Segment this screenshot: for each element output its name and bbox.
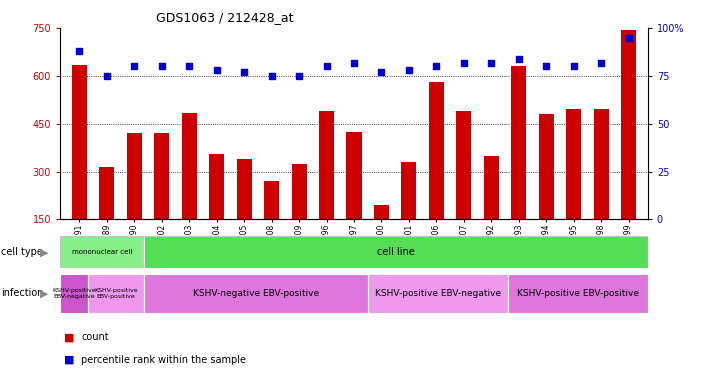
- Bar: [319, 111, 334, 267]
- Bar: [346, 132, 362, 267]
- Text: KSHV-positive
EBV-positive: KSHV-positive EBV-positive: [94, 288, 138, 299]
- Point: [183, 63, 195, 69]
- Bar: [368, 274, 508, 313]
- Bar: [264, 181, 279, 267]
- Point: [211, 67, 222, 73]
- Point: [458, 60, 469, 66]
- Text: ■: ■: [64, 355, 74, 365]
- Text: cell type: cell type: [1, 247, 43, 257]
- Bar: [182, 112, 197, 267]
- Bar: [209, 154, 224, 267]
- Point: [321, 63, 332, 69]
- Point: [595, 60, 607, 66]
- Point: [486, 60, 497, 66]
- Point: [623, 35, 634, 41]
- Bar: [60, 274, 88, 313]
- Text: KSHV-positive EBV-negative: KSHV-positive EBV-negative: [375, 289, 501, 298]
- Text: ▶: ▶: [40, 288, 49, 298]
- Bar: [566, 110, 581, 267]
- Point: [404, 67, 415, 73]
- Text: KSHV-positive EBV-positive: KSHV-positive EBV-positive: [517, 289, 639, 298]
- Point: [156, 63, 168, 69]
- Text: mononuclear cell: mononuclear cell: [72, 249, 132, 255]
- Point: [513, 56, 525, 62]
- Bar: [72, 65, 87, 267]
- Bar: [401, 162, 416, 267]
- Text: infection: infection: [1, 288, 44, 298]
- Bar: [511, 66, 526, 267]
- Point: [293, 73, 304, 79]
- Bar: [621, 30, 636, 267]
- Bar: [292, 164, 307, 267]
- Point: [101, 73, 113, 79]
- Text: percentile rank within the sample: percentile rank within the sample: [81, 355, 246, 365]
- Point: [540, 63, 552, 69]
- Bar: [593, 110, 609, 267]
- Bar: [144, 274, 368, 313]
- Point: [348, 60, 360, 66]
- Point: [129, 63, 140, 69]
- Text: ■: ■: [64, 333, 74, 342]
- Point: [376, 69, 387, 75]
- Bar: [429, 82, 444, 267]
- Point: [266, 73, 278, 79]
- Text: KSHV-negative EBV-positive: KSHV-negative EBV-positive: [193, 289, 319, 298]
- Bar: [484, 156, 499, 267]
- Bar: [374, 205, 389, 267]
- Text: count: count: [81, 333, 109, 342]
- Point: [74, 48, 85, 54]
- Text: KSHV-positive
EBV-negative: KSHV-positive EBV-negative: [52, 288, 96, 299]
- Point: [239, 69, 250, 75]
- Text: GDS1063 / 212428_at: GDS1063 / 212428_at: [156, 11, 294, 24]
- Bar: [88, 274, 144, 313]
- Point: [568, 63, 579, 69]
- Bar: [127, 134, 142, 267]
- Text: ▶: ▶: [40, 247, 49, 257]
- Bar: [508, 274, 648, 313]
- Bar: [99, 167, 115, 267]
- Point: [430, 63, 442, 69]
- Bar: [236, 159, 252, 267]
- Bar: [539, 114, 554, 267]
- Bar: [144, 236, 648, 268]
- Bar: [154, 134, 169, 267]
- Bar: [60, 236, 144, 268]
- Text: cell line: cell line: [377, 247, 415, 257]
- Bar: [456, 111, 472, 267]
